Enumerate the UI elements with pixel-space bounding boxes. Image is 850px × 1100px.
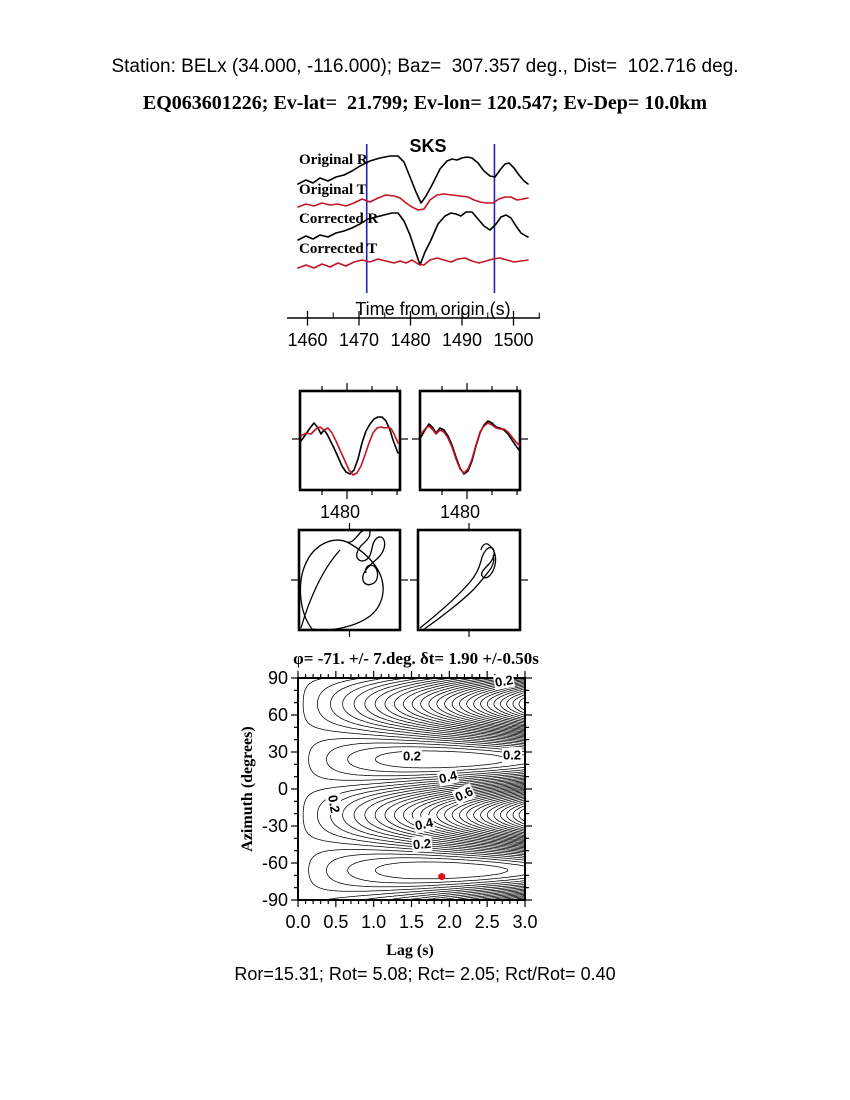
contour-value-label: 0.2 [501,747,523,763]
lag-tick-label: 3.0 [512,912,537,932]
time-axis-tick-label: 1460 [287,330,327,350]
lag-tick-label: 1.5 [399,912,424,932]
azimuth-tick-label: 30 [268,742,288,762]
lag-axis-label: Lag (s) [386,942,434,959]
waveform-trace [297,155,529,204]
energy-contour-level [444,679,525,840]
energy-contour-level [374,750,509,880]
contour-title: φ= -71. +/- 7.deg. δt= 1.90 +/-0.50s [293,649,539,668]
pair-trace [300,426,399,476]
waveform-pair-box [298,389,402,492]
event-title: EQ063601226; Ev-lat= 21.799; Ev-lon= 120… [142,92,708,114]
azimuth-axis-label: Azimuth (degrees) [239,726,256,851]
particle-motion-path [299,528,386,631]
azimuth-tick-label: -30 [262,816,288,836]
time-axis-label: Time from origin (s) [355,299,510,319]
azimuth-tick-label: -60 [262,853,288,873]
waveform-pair-box [418,389,522,492]
energy-contour-level [394,678,525,900]
phase-label: SKS [409,136,446,156]
pair-box-tick-label: 1480 [440,502,480,522]
pair-trace [300,416,399,475]
azimuth-tick-label: 0 [278,779,288,799]
time-axis-tick-label: 1500 [493,330,533,350]
energy-contour-level [499,690,525,829]
particle-motion-box [416,528,522,632]
trace-label-corrected-r: Corrected R [299,211,378,227]
time-axis-tick-label: 1480 [390,330,430,350]
trace-label-original-t: Original T [299,182,367,198]
lag-tick-label: 0.0 [285,912,310,932]
energy-contour-level [342,678,525,900]
trace-label-original-r: Original R [299,152,368,168]
energy-contour-level [317,678,525,900]
energy-contour-level [486,687,525,832]
waveform-trace [297,257,529,269]
station-title: Station: BELx (34.000, -116.000); Baz= 3… [111,56,739,77]
pair-trace [420,422,520,474]
time-axis-tick-label: 1470 [339,330,379,350]
waveform-trace [297,193,529,211]
energy-contour-level [384,678,525,900]
best-solution-marker [438,873,446,881]
lag-tick-label: 2.5 [475,912,500,932]
energy-contour-level [347,746,525,884]
lag-tick-label: 2.0 [437,912,462,932]
trace-label-corrected-t: Corrected T [299,241,377,257]
azimuth-tick-label: 90 [268,668,288,688]
contour-lines-group [302,678,525,900]
contour-frame [297,677,526,901]
particle-motion-path [419,543,497,631]
pair-box-tick-label: 1480 [320,502,360,522]
energy-contour-level [374,678,525,900]
contour-value-label: 0.2 [324,792,344,816]
time-axis-tick-label: 1490 [442,330,482,350]
lag-tick-label: 1.0 [361,912,386,932]
energy-contour-level [353,678,525,900]
energy-contour-level [302,678,525,900]
azimuth-tick-label: -90 [262,890,288,910]
contour-value-label: 0.2 [411,835,433,853]
contour-value-label: 0.2 [401,748,423,764]
energy-contour-level [512,694,525,825]
stats-line: Ror=15.31; Rot= 5.08; Rct= 2.05; Rct/Rot… [234,964,616,984]
energy-contour-level [506,692,525,827]
energy-contour-level [466,682,525,836]
energy-contour-level [480,685,525,834]
lag-tick-label: 0.5 [323,912,348,932]
waveform-trace [297,211,529,266]
energy-contour-level [364,678,525,900]
azimuth-tick-label: 60 [268,705,288,725]
